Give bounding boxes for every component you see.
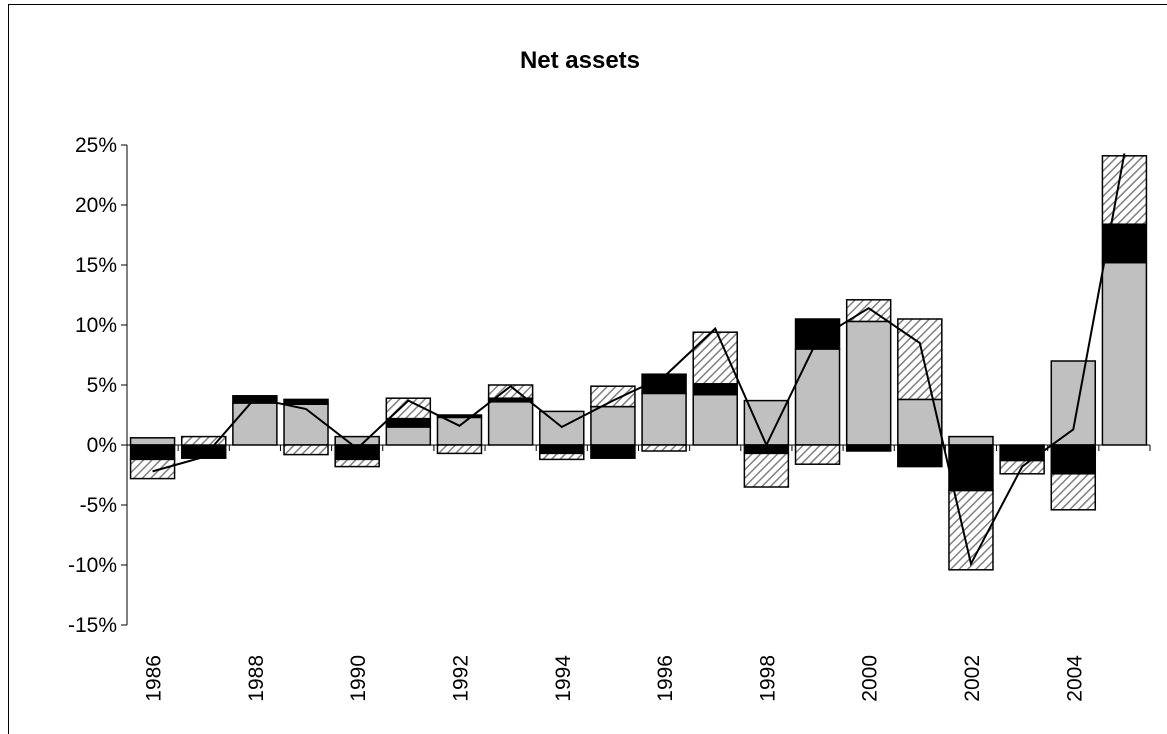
bar-segment — [539, 452, 585, 461]
bar-segment — [641, 444, 687, 452]
bar-segment — [232, 402, 278, 446]
x-tick-label: 1990 — [347, 655, 370, 702]
bar-segment — [1050, 473, 1097, 511]
bar-segment — [743, 452, 790, 488]
bar-segment — [845, 320, 892, 446]
bar-segment — [129, 458, 176, 480]
bar-segment — [385, 397, 432, 420]
bar-segment — [129, 437, 176, 446]
bar-segment — [1101, 155, 1148, 225]
bar-segment — [1101, 261, 1148, 446]
bar-segment — [283, 403, 329, 446]
bar-segment — [692, 393, 738, 446]
x-tick-label: 1998 — [756, 655, 779, 702]
x-tick-label: 2004 — [1063, 655, 1086, 702]
x-tick-label: 1986 — [143, 655, 166, 702]
bar-segment — [590, 385, 636, 408]
bar-segment — [487, 401, 534, 446]
bar-segment — [743, 399, 790, 446]
y-tick-label: 0% — [87, 434, 117, 457]
x-tick-label: 2000 — [859, 655, 882, 702]
bar-segment — [794, 318, 841, 350]
bar-segment — [1101, 223, 1148, 264]
y-tick-label: 15% — [75, 254, 117, 277]
y-tick-label: 25% — [75, 134, 117, 157]
bar-segment — [897, 444, 943, 468]
x-tick-label: 1996 — [654, 655, 677, 702]
y-tick-label: -10% — [68, 554, 117, 577]
bar-segment — [999, 444, 1045, 462]
bar-segment — [948, 444, 994, 492]
chart-border — [8, 4, 1167, 734]
bar-segment — [385, 417, 432, 428]
bar-segment — [590, 405, 636, 446]
bar-segment — [1050, 444, 1097, 475]
x-tick-label: 1992 — [449, 655, 472, 702]
bar-segment — [385, 426, 432, 446]
y-tick-label: -15% — [68, 614, 117, 637]
y-tick-label: 20% — [75, 194, 117, 217]
bar-segment — [436, 414, 483, 419]
bar-segment — [897, 318, 943, 401]
bar-segment — [129, 444, 176, 461]
bar-segment — [539, 444, 585, 455]
chart-title: Net assets — [520, 47, 640, 74]
bar-segment — [794, 348, 841, 446]
bar-segment — [436, 444, 483, 455]
bar-segment — [692, 383, 738, 396]
y-tick-label: 5% — [87, 374, 117, 397]
bar-segment — [794, 444, 841, 465]
bar-segment — [590, 444, 636, 459]
bar-segment — [539, 410, 585, 446]
bar-segment — [641, 373, 687, 395]
bar-segment — [1050, 360, 1097, 446]
bar-segment — [692, 331, 738, 385]
x-tick-label: 1988 — [245, 655, 268, 702]
bar-segment — [334, 458, 380, 468]
y-tick-label: -5% — [80, 494, 117, 517]
bar-segment — [283, 444, 329, 456]
bar-segment — [948, 435, 994, 446]
bar-segment — [436, 416, 483, 446]
bar-segment — [948, 489, 994, 571]
line — [152, 153, 1126, 567]
bar-segment — [334, 444, 380, 461]
x-tick-label: 2002 — [961, 655, 984, 702]
bar-segment — [845, 444, 892, 452]
bar-segment — [641, 392, 687, 446]
y-tick-label: 10% — [75, 314, 117, 337]
bar-segment — [283, 398, 329, 405]
x-tick-label: 1994 — [552, 655, 575, 702]
